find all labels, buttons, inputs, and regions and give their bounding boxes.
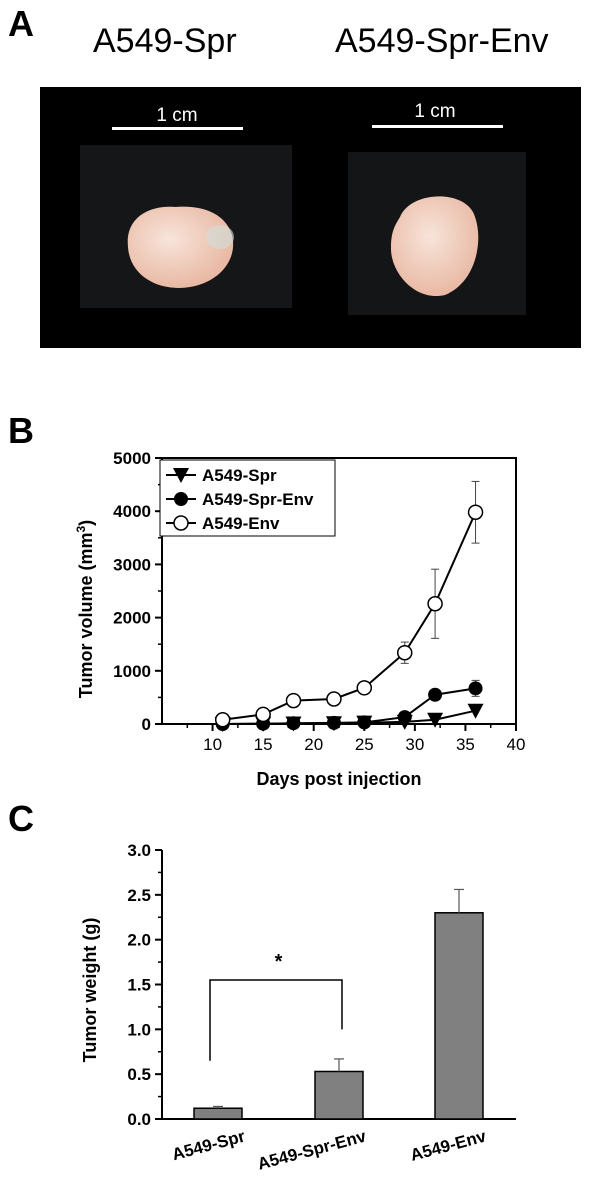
bar <box>434 912 484 1120</box>
data-point <box>285 692 302 709</box>
y-axis-title-sup: 3 <box>74 526 88 533</box>
y-tick-label: 0.0 <box>127 1110 151 1129</box>
y-tick-label: 2000 <box>113 609 151 628</box>
legend-label: A549-Spr-Env <box>202 490 314 509</box>
y-axis-title-main: Tumor volume (mm <box>76 533 96 699</box>
data-point <box>396 644 413 661</box>
data-point <box>468 681 483 696</box>
series-2 <box>214 480 484 728</box>
legend-marker <box>173 515 189 531</box>
x-tick-label: 35 <box>456 735 475 754</box>
y-tick-label: 1.0 <box>127 1020 151 1039</box>
x-tick-label: 25 <box>355 735 374 754</box>
photo-right-title: A549-Spr-Env <box>335 22 549 60</box>
legend-label: A549-Spr <box>202 466 277 485</box>
bar-y-axis-title: Tumor weight (g) <box>80 918 100 1063</box>
data-point <box>357 715 372 730</box>
series-0 <box>214 703 484 732</box>
y-tick-label: 3.0 <box>127 841 151 860</box>
data-point <box>326 691 342 707</box>
x-tick-label: 15 <box>254 735 273 754</box>
significance-star: * <box>275 951 283 973</box>
y-tick-label: 4000 <box>113 502 151 521</box>
data-point <box>356 680 373 696</box>
data-point <box>255 706 271 723</box>
x-tick-label: A549-Spr-Env <box>255 1126 368 1173</box>
data-point <box>428 687 443 702</box>
legend-label: A549-Env <box>202 514 280 533</box>
y-axis-title-suffix: ) <box>76 520 96 526</box>
photo-left-title: A549-Spr <box>93 22 237 60</box>
data-point <box>214 711 231 728</box>
bar <box>314 1070 364 1120</box>
right-scale-bar <box>372 125 503 128</box>
y-axis-title: Tumor volume (mm3) <box>74 520 96 698</box>
chart-legend: A549-Spr A549-Spr-Env A549-Env <box>159 459 336 537</box>
x-tick-label: 40 <box>507 735 526 754</box>
tumor-volume-chart: 10 15 20 25 30 35 40 0 1000 2000 3000 4000 5000 A549… <box>74 449 526 789</box>
data-point <box>467 703 484 719</box>
tumor-photo: 1 cm 1 cm <box>40 87 581 348</box>
series-1 <box>215 679 483 731</box>
y-tick-label: 1.5 <box>127 976 151 995</box>
data-point <box>326 715 341 730</box>
left-tumor <box>127 206 234 288</box>
y-tick-label: 0 <box>142 715 151 734</box>
data-point <box>286 716 301 731</box>
x-tick-label: 10 <box>203 735 222 754</box>
x-axis-title: Days post injection <box>256 769 421 789</box>
tumor-weight-chart: 0.0 0.5 1.0 1.5 2.0 2.5 3.0 A549-Spr A549-Spr-E… <box>80 841 516 1174</box>
panel-b-label: B <box>8 410 34 451</box>
bar <box>193 1107 243 1120</box>
y-tick-label: 3000 <box>113 555 151 574</box>
right-scale-label: 1 cm <box>414 101 456 122</box>
x-tick-label: A549-Env <box>408 1126 488 1165</box>
y-tick-label: 1000 <box>113 662 151 681</box>
x-tick-label: 30 <box>405 735 424 754</box>
significance-bracket <box>209 979 343 1061</box>
panel-c-label: C <box>8 798 34 839</box>
data-point <box>427 712 444 728</box>
y-tick-label: 0.5 <box>127 1065 151 1084</box>
x-tick-label: 20 <box>304 735 323 754</box>
data-point <box>397 710 412 725</box>
data-point <box>427 596 443 612</box>
y-tick-label: 2.5 <box>127 886 151 905</box>
legend-marker <box>174 492 188 506</box>
panel-a-label: A <box>8 3 34 44</box>
legend-marker <box>173 468 189 483</box>
right-tumor <box>390 196 479 297</box>
left-scale-label: 1 cm <box>156 105 198 126</box>
y-tick-label: 5000 <box>113 449 151 468</box>
data-point <box>467 504 484 521</box>
x-tick-label: A549-Spr <box>170 1126 247 1164</box>
y-tick-label: 2.0 <box>127 931 151 950</box>
left-scale-bar <box>112 127 243 130</box>
